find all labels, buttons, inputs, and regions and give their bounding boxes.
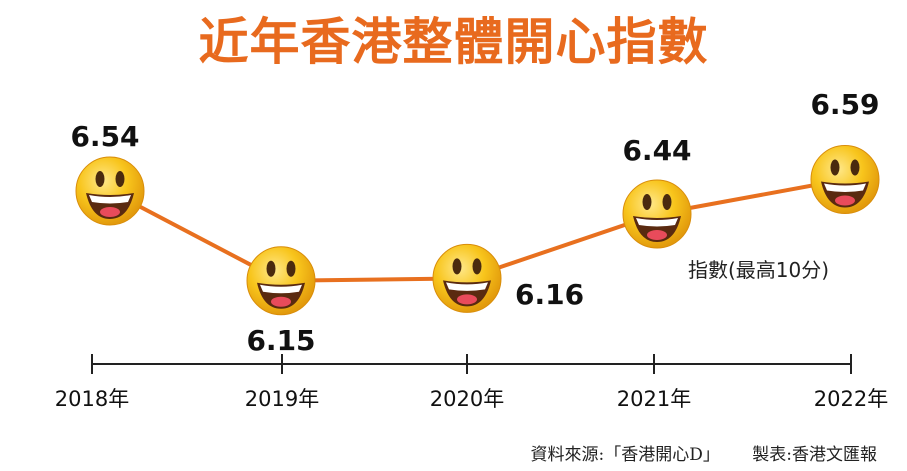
source-footer: 資料來源:「香港開心D」 製表:香港文匯報: [530, 440, 877, 465]
made-by-credit: 製表:香港文匯報: [752, 445, 877, 465]
smiley-icon: [246, 246, 316, 316]
smiley-icon: [810, 145, 880, 214]
x-tick-label: 2021年: [617, 387, 691, 411]
smiley-icon: [75, 156, 145, 226]
data-label: 6.44: [622, 134, 691, 167]
x-tick-label: 2018年: [55, 387, 129, 411]
x-tick-label: 2022年: [814, 387, 888, 411]
data-label: 6.59: [810, 88, 879, 121]
x-tick-label: 2020年: [430, 387, 504, 411]
data-label: 6.15: [246, 324, 315, 357]
unit-note: 指數(最高10分): [688, 258, 830, 282]
source-credit: 資料來源:「香港開心D」: [530, 445, 720, 465]
chart-title: 近年香港整體開心指數: [198, 13, 709, 71]
x-tick-label: 2019年: [245, 387, 319, 411]
smiley-icon: [622, 179, 692, 249]
data-label: 6.54: [70, 120, 139, 153]
smiley-icon: [432, 243, 502, 313]
data-label: 6.16: [515, 278, 584, 311]
